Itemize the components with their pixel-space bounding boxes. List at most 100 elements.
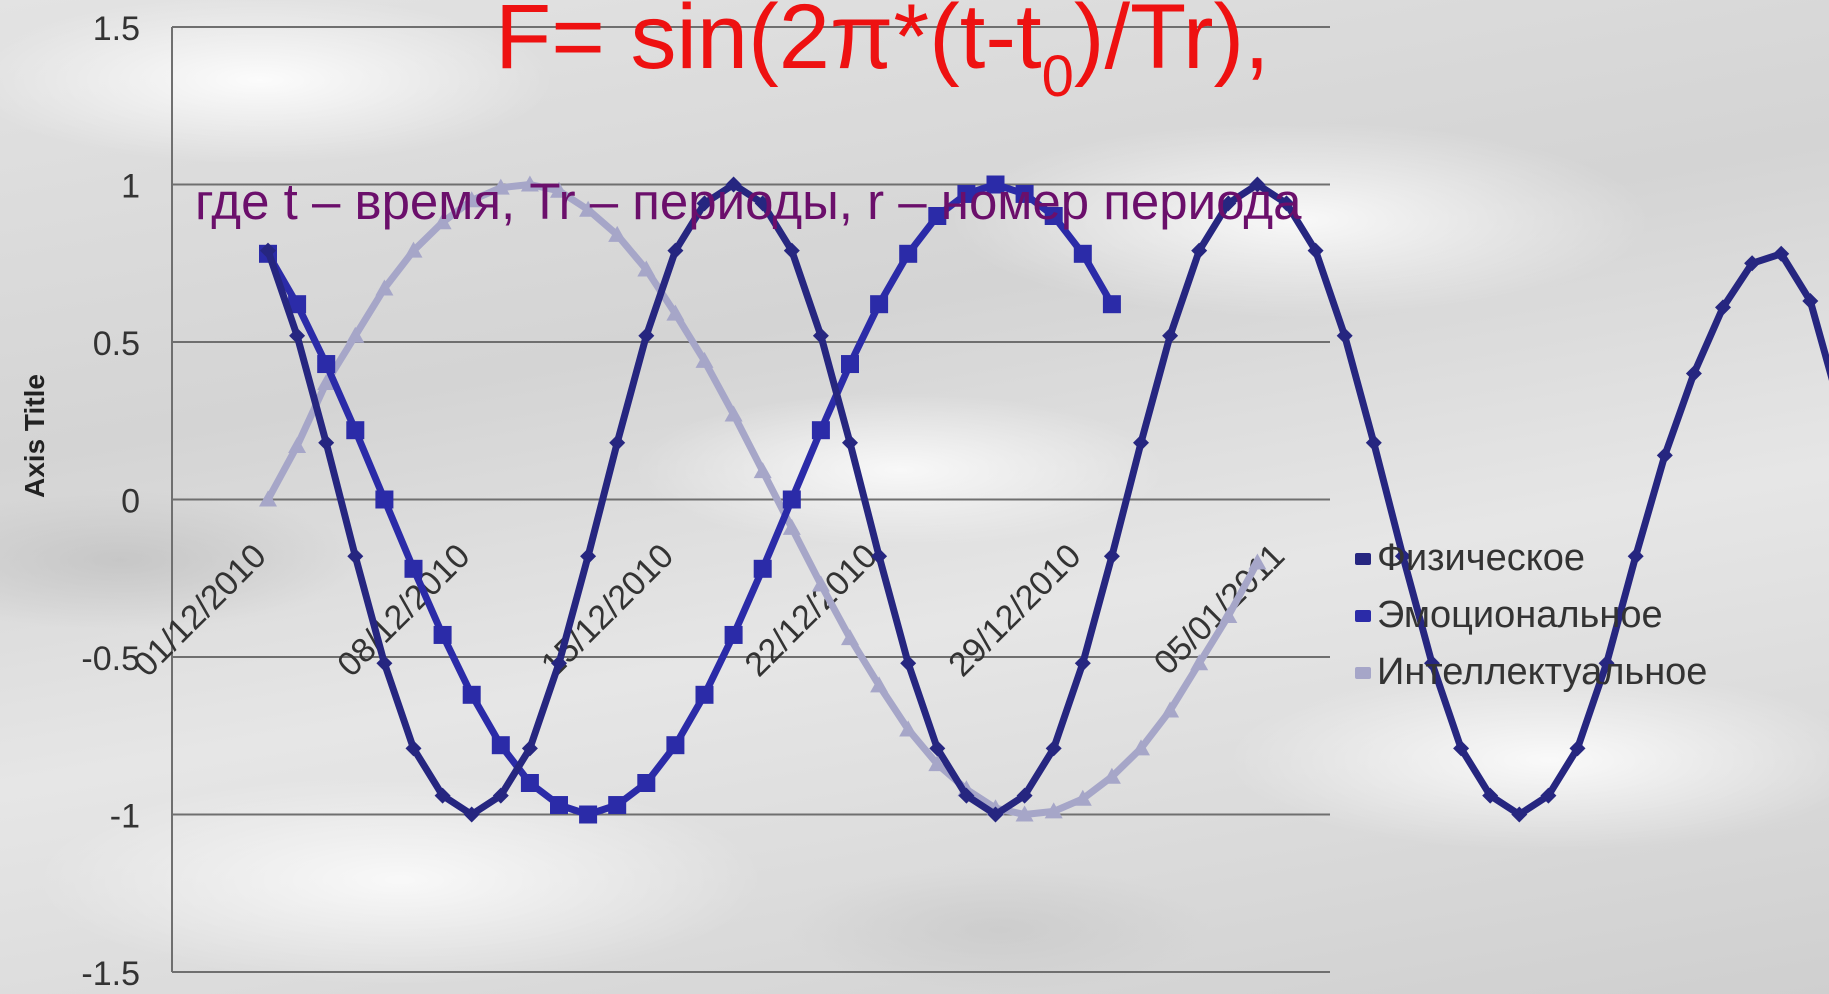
title-suffix: )/Tr), xyxy=(1073,0,1270,88)
y-tick-label: 1.5 xyxy=(93,10,140,48)
data-point xyxy=(317,355,336,374)
data-point xyxy=(580,548,597,565)
x-tick-label: 29/12/2010 xyxy=(941,537,1088,684)
data-point xyxy=(841,355,859,374)
data-point xyxy=(1191,242,1208,259)
data-point xyxy=(695,685,714,704)
x-tick-label: 01/12/2010 xyxy=(126,537,273,684)
data-point xyxy=(1365,434,1382,451)
data-point xyxy=(1773,245,1790,262)
data-point xyxy=(1744,255,1761,272)
data-point xyxy=(1219,607,1238,624)
data-point xyxy=(928,755,947,772)
data-point xyxy=(346,421,365,440)
data-point xyxy=(1190,654,1209,671)
data-point xyxy=(724,405,743,422)
y-tick-label: -1 xyxy=(110,798,140,836)
y-tick-label: 1 xyxy=(121,168,140,206)
data-point xyxy=(1656,447,1673,464)
data-point xyxy=(928,207,947,225)
data-point xyxy=(842,434,858,451)
data-point xyxy=(550,796,568,815)
data-point xyxy=(1598,655,1615,672)
data-point xyxy=(318,434,335,451)
title-subscript: 0 xyxy=(1041,44,1074,109)
data-point xyxy=(434,787,451,804)
data-point xyxy=(433,625,452,644)
data-point xyxy=(288,436,307,453)
legend-label-emotional: Эмоциональное xyxy=(1377,594,1663,636)
data-point xyxy=(666,304,685,321)
legend-swatch-physical xyxy=(1355,552,1371,565)
legend-item-emotional: Эмоциональное xyxy=(1355,587,1707,644)
data-point xyxy=(782,490,801,509)
data-point xyxy=(958,787,975,804)
data-point xyxy=(1220,195,1237,212)
data-point xyxy=(260,242,276,259)
data-point xyxy=(1162,327,1179,344)
data-point xyxy=(841,629,859,646)
data-point xyxy=(1248,553,1267,570)
data-point xyxy=(871,548,888,565)
data-point xyxy=(900,655,917,672)
data-point xyxy=(1511,806,1528,823)
data-point xyxy=(492,787,509,804)
data-point xyxy=(1045,740,1062,757)
data-point xyxy=(1044,207,1063,225)
series-group xyxy=(259,175,1829,824)
data-point xyxy=(346,326,365,343)
data-point xyxy=(550,181,568,198)
data-point xyxy=(1307,242,1324,259)
data-point xyxy=(1073,789,1092,806)
data-point xyxy=(1424,655,1440,672)
data-point xyxy=(870,676,889,693)
data-point xyxy=(1540,787,1557,804)
data-point xyxy=(1102,767,1121,784)
legend-swatch-intellectual xyxy=(1355,666,1371,679)
data-point xyxy=(1074,655,1091,672)
data-point xyxy=(899,720,918,737)
legend-swatch-emotional xyxy=(1355,609,1371,622)
y-tick-label: -0.5 xyxy=(81,640,140,678)
data-point xyxy=(638,327,655,344)
data-point xyxy=(811,575,830,592)
title-prefix: F= sin(2π*(t-t xyxy=(495,0,1042,88)
y-axis-title: Axis Title xyxy=(19,374,50,498)
data-point xyxy=(667,242,684,259)
data-point xyxy=(899,244,918,263)
data-point xyxy=(491,178,510,195)
data-point xyxy=(1715,299,1731,316)
data-point xyxy=(987,806,1004,823)
data-point xyxy=(289,327,306,344)
data-point xyxy=(347,548,364,565)
data-point xyxy=(753,462,772,479)
y-tick-label: 0 xyxy=(121,483,140,521)
data-point xyxy=(1015,805,1034,822)
data-point xyxy=(725,176,742,193)
legend-item-physical: Физическое xyxy=(1355,530,1707,587)
data-point xyxy=(405,740,422,757)
gridlines xyxy=(171,26,1330,973)
data-point xyxy=(696,195,713,212)
chart-title: F= sin(2π*(t-t0)/Tr), xyxy=(495,0,1270,112)
data-point xyxy=(259,490,277,507)
data-point xyxy=(520,774,539,792)
data-point xyxy=(1685,365,1702,382)
data-point xyxy=(870,295,889,314)
data-point xyxy=(1132,739,1150,756)
data-point xyxy=(1103,548,1120,565)
data-point xyxy=(812,327,829,344)
data-point xyxy=(608,225,627,242)
legend: Физическое Эмоциональное Интеллектуально… xyxy=(1355,530,1707,701)
data-point xyxy=(1249,176,1266,193)
data-point xyxy=(724,625,743,644)
data-point xyxy=(579,805,598,824)
y-tick-label: -1.5 xyxy=(81,955,140,993)
data-point xyxy=(1161,701,1180,718)
data-point xyxy=(1627,548,1644,565)
data-point xyxy=(1015,184,1034,203)
data-point xyxy=(1569,740,1586,757)
data-point xyxy=(579,200,598,217)
data-point xyxy=(811,421,830,440)
